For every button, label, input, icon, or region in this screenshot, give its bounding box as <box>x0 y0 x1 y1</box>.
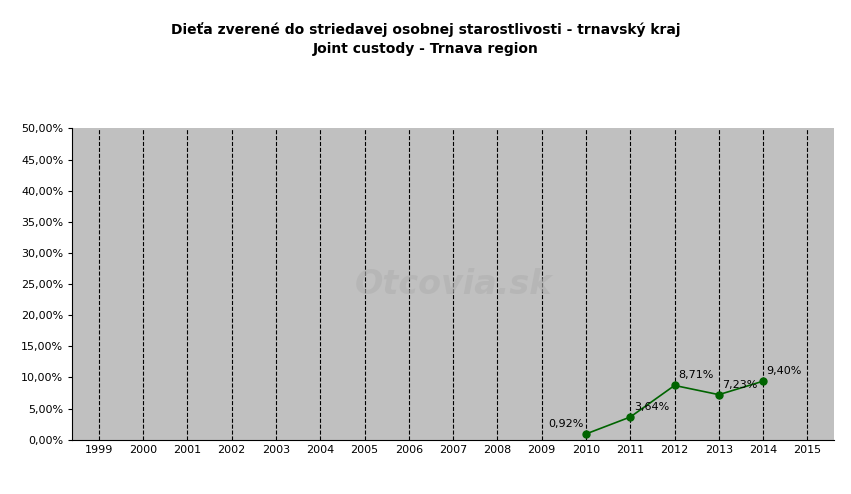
Text: 0,92%: 0,92% <box>548 419 584 429</box>
Text: 8,71%: 8,71% <box>678 370 713 380</box>
Text: Joint custody - Trnava region: Joint custody - Trnava region <box>312 42 539 56</box>
Text: Otcovia.sk: Otcovia.sk <box>354 268 552 300</box>
Text: 9,40%: 9,40% <box>767 366 802 376</box>
Text: 7,23%: 7,23% <box>722 380 757 390</box>
Text: 3,64%: 3,64% <box>634 402 669 412</box>
Text: Dieťa zverené do striedavej osobnej starostlivosti - trnavský kraj: Dieťa zverené do striedavej osobnej star… <box>171 22 680 37</box>
